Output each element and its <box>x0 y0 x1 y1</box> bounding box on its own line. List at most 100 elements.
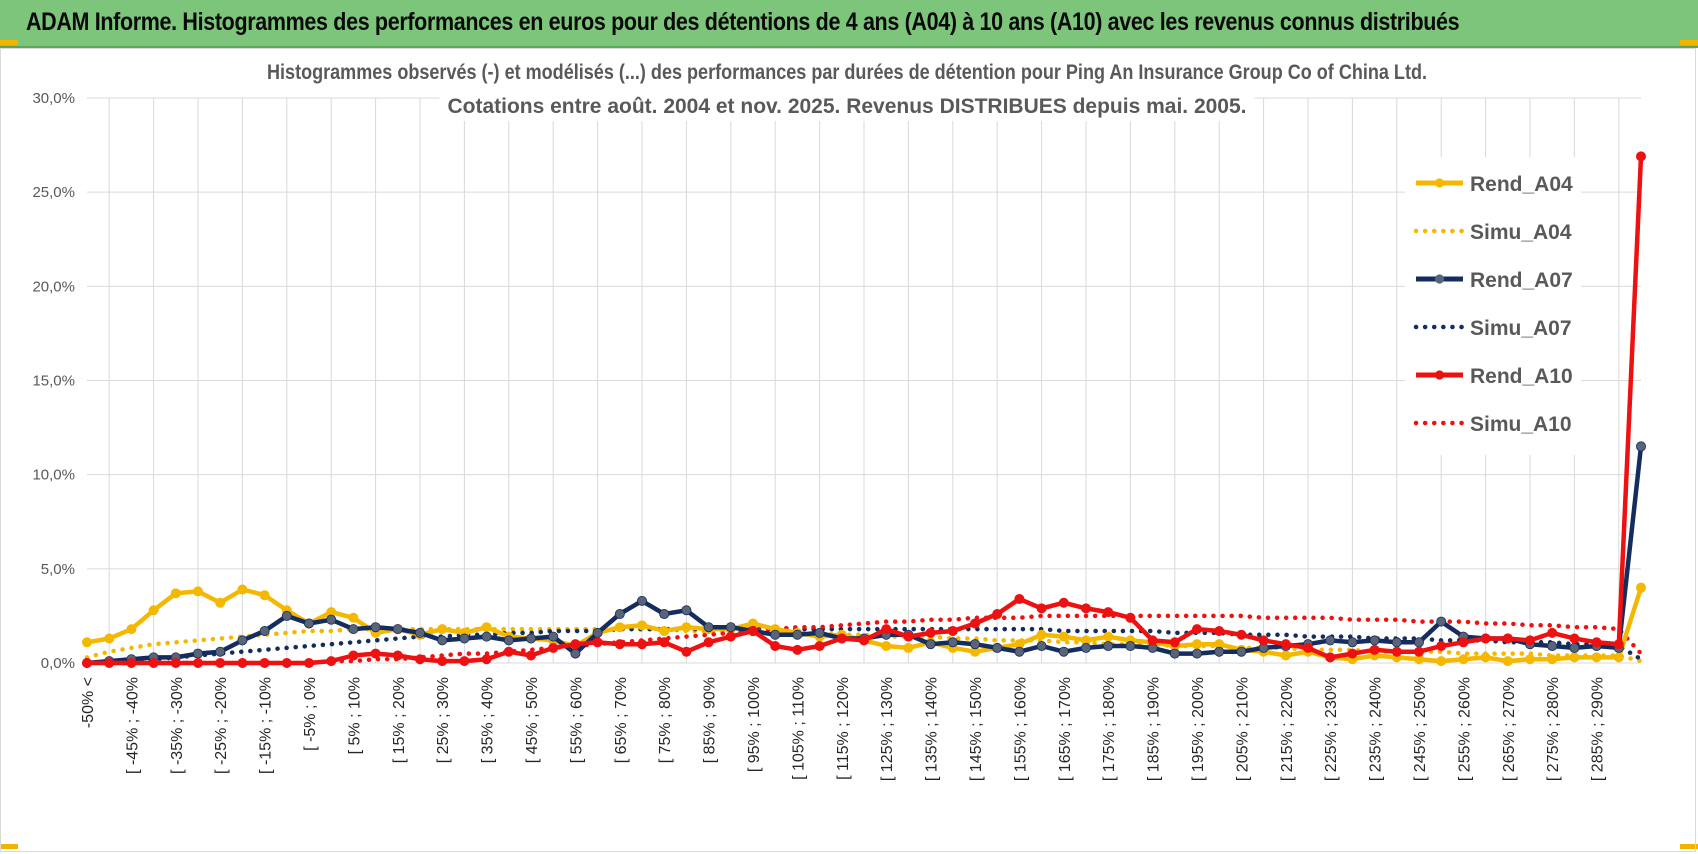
x-tick-label: [ 125% ; 130% <box>879 677 896 781</box>
data-point <box>82 637 93 648</box>
data-point <box>481 654 492 665</box>
data-point <box>459 633 470 644</box>
legend-label: Simu_A10 <box>1470 413 1572 436</box>
data-point <box>1036 641 1047 652</box>
data-point <box>1280 639 1291 650</box>
data-point <box>770 629 781 640</box>
data-point <box>592 637 603 648</box>
data-point <box>637 639 648 650</box>
data-point <box>1414 646 1425 657</box>
data-point <box>1081 603 1092 614</box>
report-header: ADAM Informe. Histogrammes des performan… <box>0 0 1698 48</box>
data-point <box>1391 646 1402 657</box>
data-point <box>1192 624 1203 635</box>
data-point <box>770 641 781 652</box>
data-point <box>614 609 625 620</box>
chart-title-background <box>259 57 1435 87</box>
data-point <box>1325 652 1336 663</box>
y-tick-label: 10,0% <box>32 467 75 484</box>
x-tick-label: [ 105% ; 110% <box>790 677 807 780</box>
legend-item: Simu_A04 <box>1413 221 1572 244</box>
data-point <box>1613 639 1624 650</box>
data-point <box>1058 597 1069 608</box>
legend-item: Rend_A04 <box>1416 173 1573 196</box>
data-point <box>725 631 736 642</box>
data-point <box>281 610 292 621</box>
x-tick-label: [ 275% ; 280% <box>1545 677 1562 781</box>
data-point <box>970 618 981 629</box>
data-point <box>1125 641 1136 652</box>
data-point <box>1169 637 1180 648</box>
data-point <box>1636 582 1647 593</box>
data-point <box>192 658 203 669</box>
y-tick-label: 25,0% <box>32 184 75 201</box>
legend-item: Simu_A10 <box>1413 413 1572 436</box>
data-point <box>1591 637 1602 648</box>
data-point <box>881 641 892 652</box>
legend-item: Simu_A07 <box>1413 317 1572 340</box>
x-tick-label: [ 225% ; 230% <box>1323 677 1340 781</box>
data-point <box>925 639 936 650</box>
data-point <box>1058 631 1069 642</box>
x-tick-label: [ 75% ; 80% <box>657 677 674 763</box>
data-point <box>703 637 714 648</box>
data-point <box>570 639 581 650</box>
data-point <box>1613 652 1624 663</box>
chart-title-line: Cotations entre août. 2004 et nov. 2025.… <box>447 95 1246 118</box>
corner-accent <box>1680 844 1698 849</box>
data-point <box>104 658 115 669</box>
data-point <box>1192 648 1203 659</box>
data-point <box>947 637 958 648</box>
x-tick-label: [ 235% ; 240% <box>1368 677 1385 781</box>
data-point <box>1103 607 1114 618</box>
x-tick-label: [ 145% ; 150% <box>968 677 985 781</box>
data-point <box>1436 641 1447 652</box>
data-point <box>1569 642 1580 653</box>
legend-label: Rend_A10 <box>1470 365 1573 388</box>
data-point <box>215 646 226 657</box>
x-tick-label: [ 35% ; 40% <box>480 677 497 763</box>
data-point <box>281 658 292 669</box>
x-tick-label: [ -45% ; -40% <box>124 677 141 774</box>
chart-title-line: Histogrammes observés (-) et modélisés (… <box>267 61 1427 84</box>
data-point <box>1081 642 1092 653</box>
data-point <box>1414 637 1425 648</box>
data-point <box>1636 441 1647 452</box>
legend-label: Simu_A04 <box>1470 221 1572 244</box>
data-point <box>1036 603 1047 614</box>
data-point <box>947 625 958 636</box>
data-point <box>592 627 603 638</box>
legend-background <box>1405 157 1581 455</box>
data-point <box>303 658 314 669</box>
x-tick-label: [ 95% ; 100% <box>746 677 763 772</box>
data-point <box>1436 656 1447 667</box>
data-point <box>548 631 559 642</box>
data-point <box>1547 641 1558 652</box>
data-point <box>215 597 226 608</box>
data-point <box>1236 629 1247 640</box>
data-point <box>1547 627 1558 638</box>
data-point <box>392 624 403 635</box>
data-point <box>614 622 625 633</box>
data-point <box>814 641 825 652</box>
data-point <box>1458 654 1469 665</box>
data-point <box>681 622 692 633</box>
data-point <box>481 631 492 642</box>
data-point <box>614 639 625 650</box>
data-point <box>1369 635 1380 646</box>
data-point <box>1480 633 1491 644</box>
data-point <box>659 637 670 648</box>
data-point <box>481 622 492 633</box>
data-point <box>148 658 159 669</box>
data-point <box>1147 635 1158 646</box>
data-point <box>836 633 847 644</box>
data-point <box>1014 646 1025 657</box>
data-point <box>1591 652 1602 663</box>
data-point <box>104 633 115 644</box>
chart-area: 0,0% 5,0% 10,0% 15,0% 20,0% 25,0% 30,0% -50% < [… <box>0 48 1696 852</box>
x-tick-label: [ -25% ; -20% <box>213 677 230 774</box>
data-point <box>1103 641 1114 652</box>
x-tick-label: [ -35% ; -30% <box>169 677 186 774</box>
x-tick-label: [ -5% ; 0% <box>302 677 319 751</box>
x-tick-label: [ 65% ; 70% <box>613 677 630 763</box>
